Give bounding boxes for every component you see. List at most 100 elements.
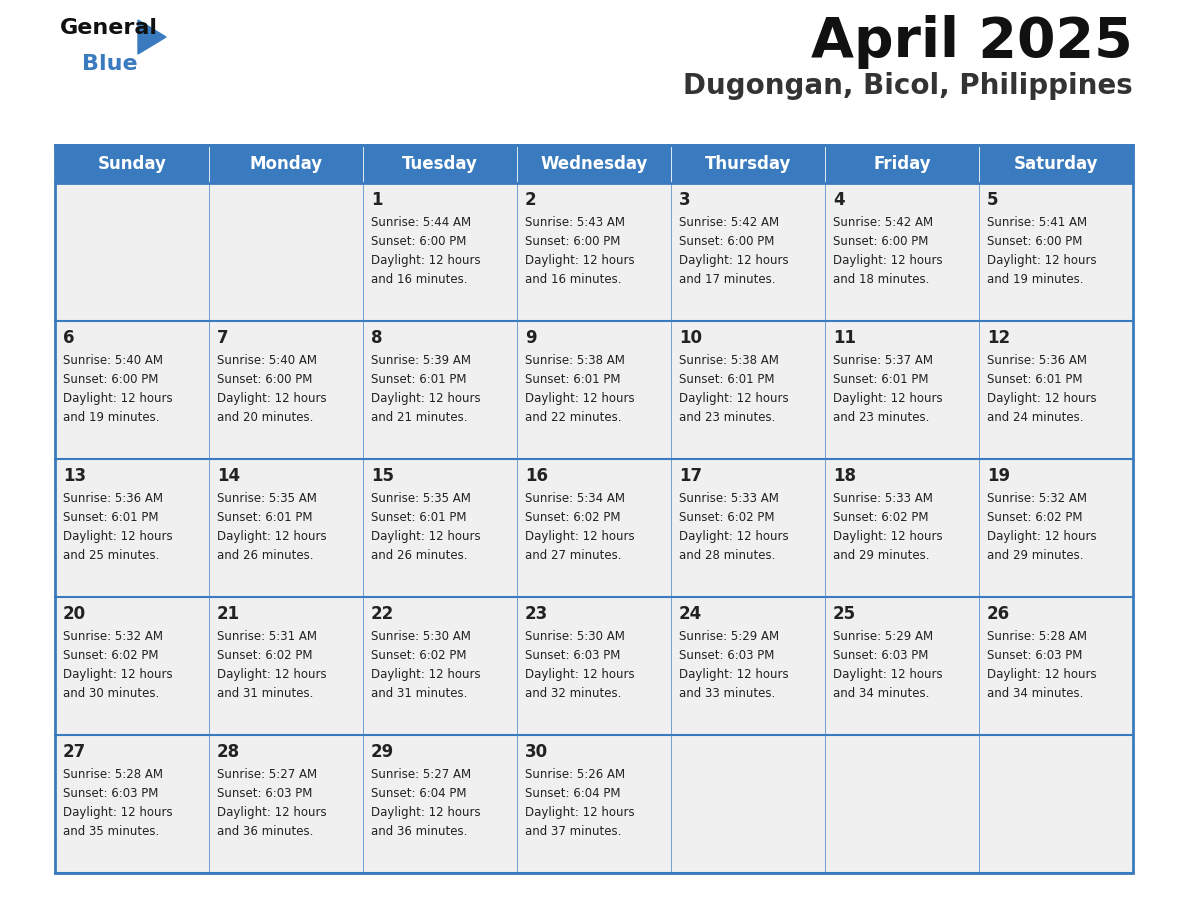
Text: Sunrise: 5:27 AM: Sunrise: 5:27 AM <box>217 768 317 781</box>
Bar <box>209 321 364 459</box>
Text: and 36 minutes.: and 36 minutes. <box>371 825 467 838</box>
Bar <box>209 459 364 597</box>
Bar <box>824 145 979 183</box>
Text: and 19 minutes.: and 19 minutes. <box>987 273 1083 286</box>
Bar <box>209 145 364 183</box>
Text: Monday: Monday <box>249 155 323 173</box>
Text: Daylight: 12 hours: Daylight: 12 hours <box>987 254 1097 267</box>
Bar <box>55 459 209 597</box>
Text: 6: 6 <box>63 329 75 347</box>
Text: Sunset: 6:01 PM: Sunset: 6:01 PM <box>217 511 312 524</box>
Text: 1: 1 <box>371 191 383 209</box>
Text: Sunrise: 5:30 AM: Sunrise: 5:30 AM <box>371 630 470 643</box>
Text: 14: 14 <box>217 467 240 485</box>
Text: and 34 minutes.: and 34 minutes. <box>987 687 1083 700</box>
Text: Daylight: 12 hours: Daylight: 12 hours <box>987 392 1097 405</box>
Text: Daylight: 12 hours: Daylight: 12 hours <box>525 254 634 267</box>
Text: and 33 minutes.: and 33 minutes. <box>680 687 776 700</box>
Text: and 21 minutes.: and 21 minutes. <box>371 411 468 424</box>
Text: and 28 minutes.: and 28 minutes. <box>680 549 776 562</box>
Text: and 27 minutes.: and 27 minutes. <box>525 549 621 562</box>
Bar <box>979 183 1133 321</box>
Bar <box>364 459 517 597</box>
Text: and 23 minutes.: and 23 minutes. <box>680 411 776 424</box>
Bar <box>824 597 979 735</box>
Bar <box>979 145 1133 183</box>
Text: Sunset: 6:03 PM: Sunset: 6:03 PM <box>833 649 928 662</box>
Bar <box>55 321 209 459</box>
Text: Sunrise: 5:26 AM: Sunrise: 5:26 AM <box>525 768 625 781</box>
Text: 5: 5 <box>987 191 998 209</box>
Text: Daylight: 12 hours: Daylight: 12 hours <box>525 392 634 405</box>
Text: Sunset: 6:00 PM: Sunset: 6:00 PM <box>525 235 620 248</box>
Text: Sunrise: 5:35 AM: Sunrise: 5:35 AM <box>217 492 317 505</box>
Text: Daylight: 12 hours: Daylight: 12 hours <box>680 668 789 681</box>
Text: Sunset: 6:03 PM: Sunset: 6:03 PM <box>680 649 775 662</box>
Text: Daylight: 12 hours: Daylight: 12 hours <box>63 806 172 819</box>
Bar <box>517 321 671 459</box>
Text: 25: 25 <box>833 605 857 623</box>
Text: Sunday: Sunday <box>97 155 166 173</box>
Text: Sunrise: 5:27 AM: Sunrise: 5:27 AM <box>371 768 472 781</box>
Text: 27: 27 <box>63 743 87 761</box>
Text: and 37 minutes.: and 37 minutes. <box>525 825 621 838</box>
Text: and 29 minutes.: and 29 minutes. <box>987 549 1083 562</box>
Text: Blue: Blue <box>82 54 138 74</box>
Text: Friday: Friday <box>873 155 931 173</box>
Bar <box>517 735 671 873</box>
Text: Sunset: 6:02 PM: Sunset: 6:02 PM <box>63 649 158 662</box>
Text: Sunset: 6:03 PM: Sunset: 6:03 PM <box>525 649 620 662</box>
Text: 20: 20 <box>63 605 86 623</box>
Bar <box>824 321 979 459</box>
Text: Daylight: 12 hours: Daylight: 12 hours <box>371 806 481 819</box>
Text: Sunset: 6:01 PM: Sunset: 6:01 PM <box>680 373 775 386</box>
Text: and 36 minutes.: and 36 minutes. <box>217 825 314 838</box>
Text: Tuesday: Tuesday <box>402 155 478 173</box>
Text: Daylight: 12 hours: Daylight: 12 hours <box>63 392 172 405</box>
Text: Daylight: 12 hours: Daylight: 12 hours <box>987 668 1097 681</box>
Text: Daylight: 12 hours: Daylight: 12 hours <box>525 668 634 681</box>
Text: and 31 minutes.: and 31 minutes. <box>217 687 314 700</box>
Text: 23: 23 <box>525 605 548 623</box>
Text: Daylight: 12 hours: Daylight: 12 hours <box>833 530 942 543</box>
Text: Sunset: 6:00 PM: Sunset: 6:00 PM <box>833 235 928 248</box>
Text: Daylight: 12 hours: Daylight: 12 hours <box>217 530 327 543</box>
Text: Sunset: 6:00 PM: Sunset: 6:00 PM <box>680 235 775 248</box>
Text: Sunrise: 5:38 AM: Sunrise: 5:38 AM <box>525 354 625 367</box>
Text: Sunset: 6:02 PM: Sunset: 6:02 PM <box>680 511 775 524</box>
Text: Daylight: 12 hours: Daylight: 12 hours <box>833 254 942 267</box>
Text: and 17 minutes.: and 17 minutes. <box>680 273 776 286</box>
Text: Sunset: 6:00 PM: Sunset: 6:00 PM <box>217 373 312 386</box>
Text: Sunrise: 5:43 AM: Sunrise: 5:43 AM <box>525 216 625 229</box>
Text: Sunrise: 5:28 AM: Sunrise: 5:28 AM <box>63 768 163 781</box>
Text: 19: 19 <box>987 467 1010 485</box>
Text: Daylight: 12 hours: Daylight: 12 hours <box>680 392 789 405</box>
Bar <box>364 597 517 735</box>
Text: Sunset: 6:01 PM: Sunset: 6:01 PM <box>987 373 1082 386</box>
Text: Daylight: 12 hours: Daylight: 12 hours <box>987 530 1097 543</box>
Bar <box>364 183 517 321</box>
Text: and 19 minutes.: and 19 minutes. <box>63 411 159 424</box>
Text: 2: 2 <box>525 191 537 209</box>
Text: Sunrise: 5:44 AM: Sunrise: 5:44 AM <box>371 216 472 229</box>
Text: 21: 21 <box>217 605 240 623</box>
Text: Daylight: 12 hours: Daylight: 12 hours <box>680 530 789 543</box>
Text: and 25 minutes.: and 25 minutes. <box>63 549 159 562</box>
Text: Sunset: 6:01 PM: Sunset: 6:01 PM <box>833 373 929 386</box>
Text: Sunrise: 5:33 AM: Sunrise: 5:33 AM <box>680 492 779 505</box>
Text: Sunrise: 5:36 AM: Sunrise: 5:36 AM <box>63 492 163 505</box>
Text: Sunrise: 5:39 AM: Sunrise: 5:39 AM <box>371 354 470 367</box>
Text: Sunrise: 5:31 AM: Sunrise: 5:31 AM <box>217 630 317 643</box>
Bar <box>209 597 364 735</box>
Text: Sunset: 6:01 PM: Sunset: 6:01 PM <box>63 511 158 524</box>
Text: Daylight: 12 hours: Daylight: 12 hours <box>525 806 634 819</box>
Text: Sunrise: 5:29 AM: Sunrise: 5:29 AM <box>833 630 933 643</box>
Text: Sunrise: 5:30 AM: Sunrise: 5:30 AM <box>525 630 625 643</box>
Bar <box>979 597 1133 735</box>
Text: Sunrise: 5:41 AM: Sunrise: 5:41 AM <box>987 216 1087 229</box>
Text: and 18 minutes.: and 18 minutes. <box>833 273 929 286</box>
Text: Sunset: 6:00 PM: Sunset: 6:00 PM <box>371 235 467 248</box>
Text: General: General <box>61 18 158 38</box>
Text: 29: 29 <box>371 743 394 761</box>
Text: and 24 minutes.: and 24 minutes. <box>987 411 1083 424</box>
